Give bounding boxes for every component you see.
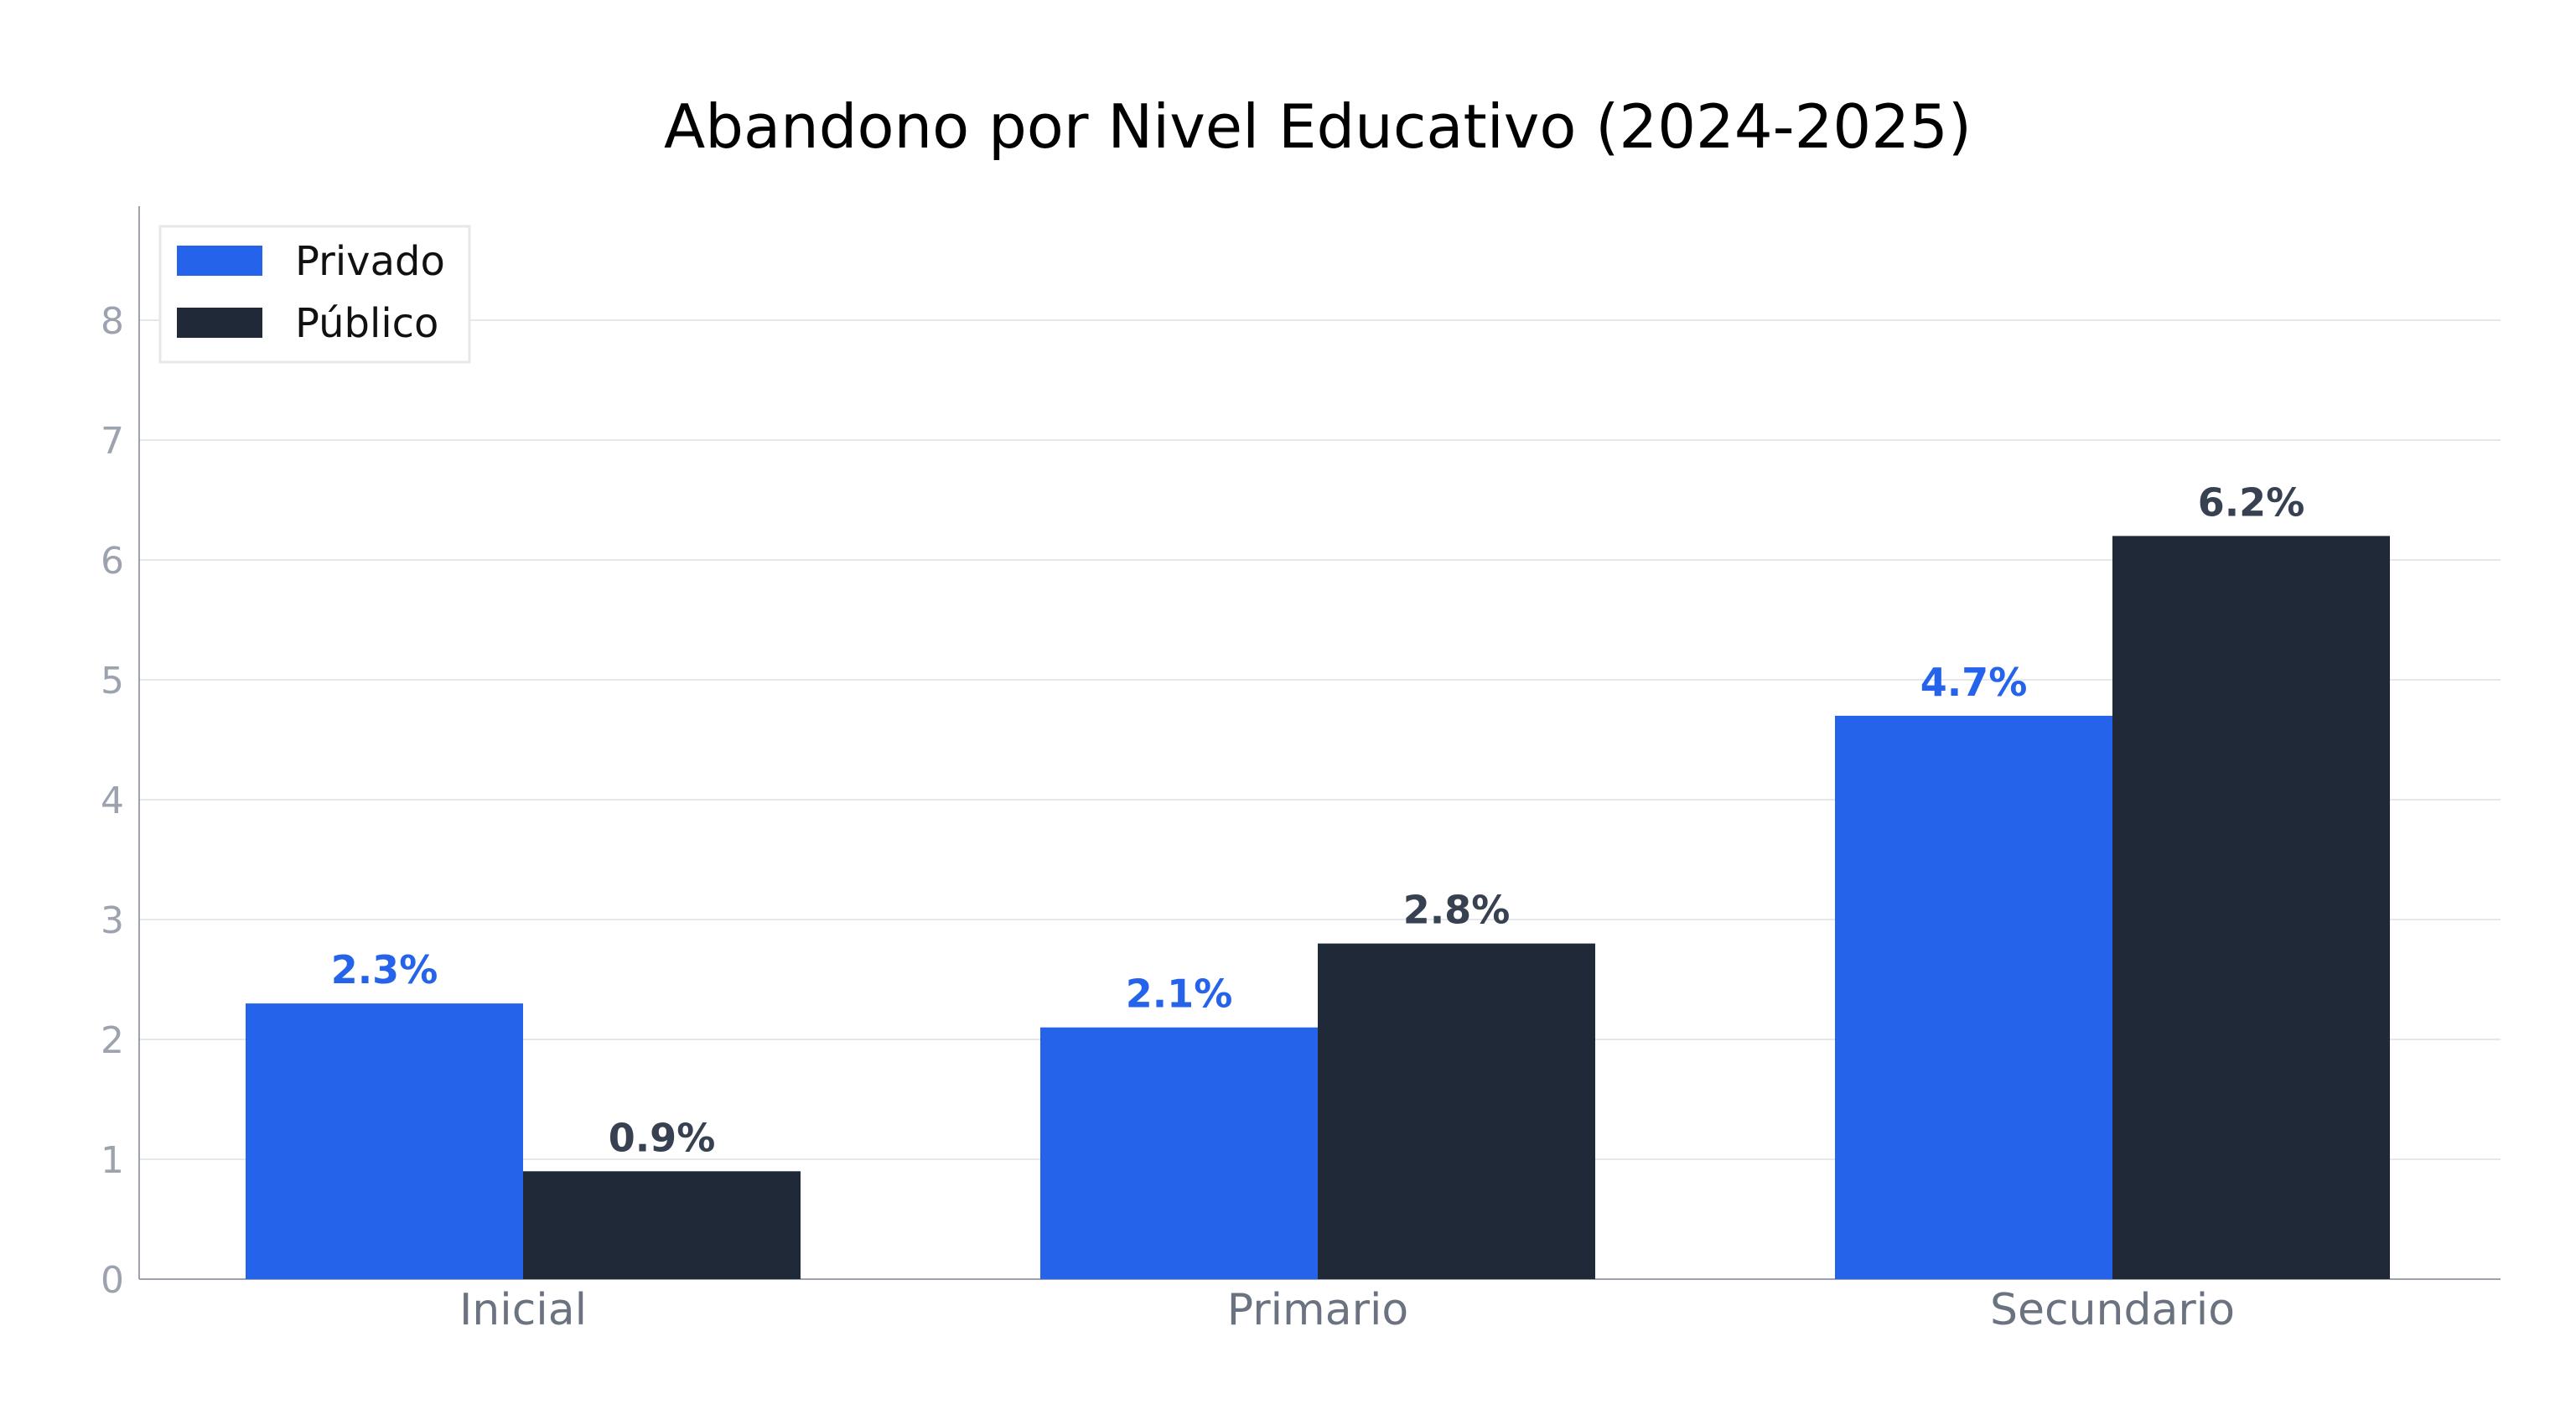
legend: Privado Público — [158, 225, 471, 364]
y-tick-label: 7 — [101, 420, 124, 463]
legend-label-publico: Público — [295, 300, 438, 347]
legend-swatch-privado — [177, 246, 262, 276]
legend-label-privado: Privado — [295, 238, 445, 285]
data-label: 4.7% — [1920, 660, 2028, 705]
data-label: 2.1% — [1126, 972, 1233, 1017]
x-tick-label: Secundario — [1990, 1285, 2235, 1335]
y-tick-label: 4 — [101, 780, 124, 822]
y-tick-label: 1 — [101, 1139, 124, 1182]
bar-publico-primario — [1318, 943, 1595, 1279]
data-label: 2.3% — [331, 947, 438, 992]
bar-publico-secundario — [2112, 536, 2390, 1279]
y-tick-label: 2 — [101, 1019, 124, 1062]
chart-title: Abandono por Nivel Educativo (2024-2025) — [664, 91, 1972, 162]
x-axis-ticks: Inicial Primario Secundario — [459, 1285, 2235, 1335]
data-label: 0.9% — [609, 1115, 716, 1160]
bar-privado-primario — [1040, 1027, 1318, 1279]
data-label: 2.8% — [1403, 888, 1511, 933]
y-tick-label: 6 — [101, 540, 124, 583]
y-tick-label: 8 — [101, 300, 124, 343]
bar-privado-inicial — [246, 1003, 523, 1279]
legend-swatch-publico — [177, 308, 262, 338]
x-tick-label: Primario — [1227, 1285, 1408, 1335]
bar-publico-inicial — [523, 1171, 801, 1279]
y-axis-ticks: 0 1 2 3 4 5 6 7 8 — [101, 300, 124, 1302]
x-tick-label: Inicial — [459, 1285, 587, 1335]
data-label: 6.2% — [2198, 479, 2305, 525]
y-tick-label: 5 — [101, 660, 124, 702]
bars — [246, 536, 2390, 1279]
grid-lines — [139, 319, 2501, 1160]
y-tick-label: 0 — [101, 1259, 124, 1302]
bar-privado-secundario — [1835, 715, 2112, 1279]
y-tick-label: 3 — [101, 899, 124, 942]
data-labels: 2.3% 0.9% 2.1% 2.8% 4.7% 6.2% — [331, 479, 2305, 1160]
